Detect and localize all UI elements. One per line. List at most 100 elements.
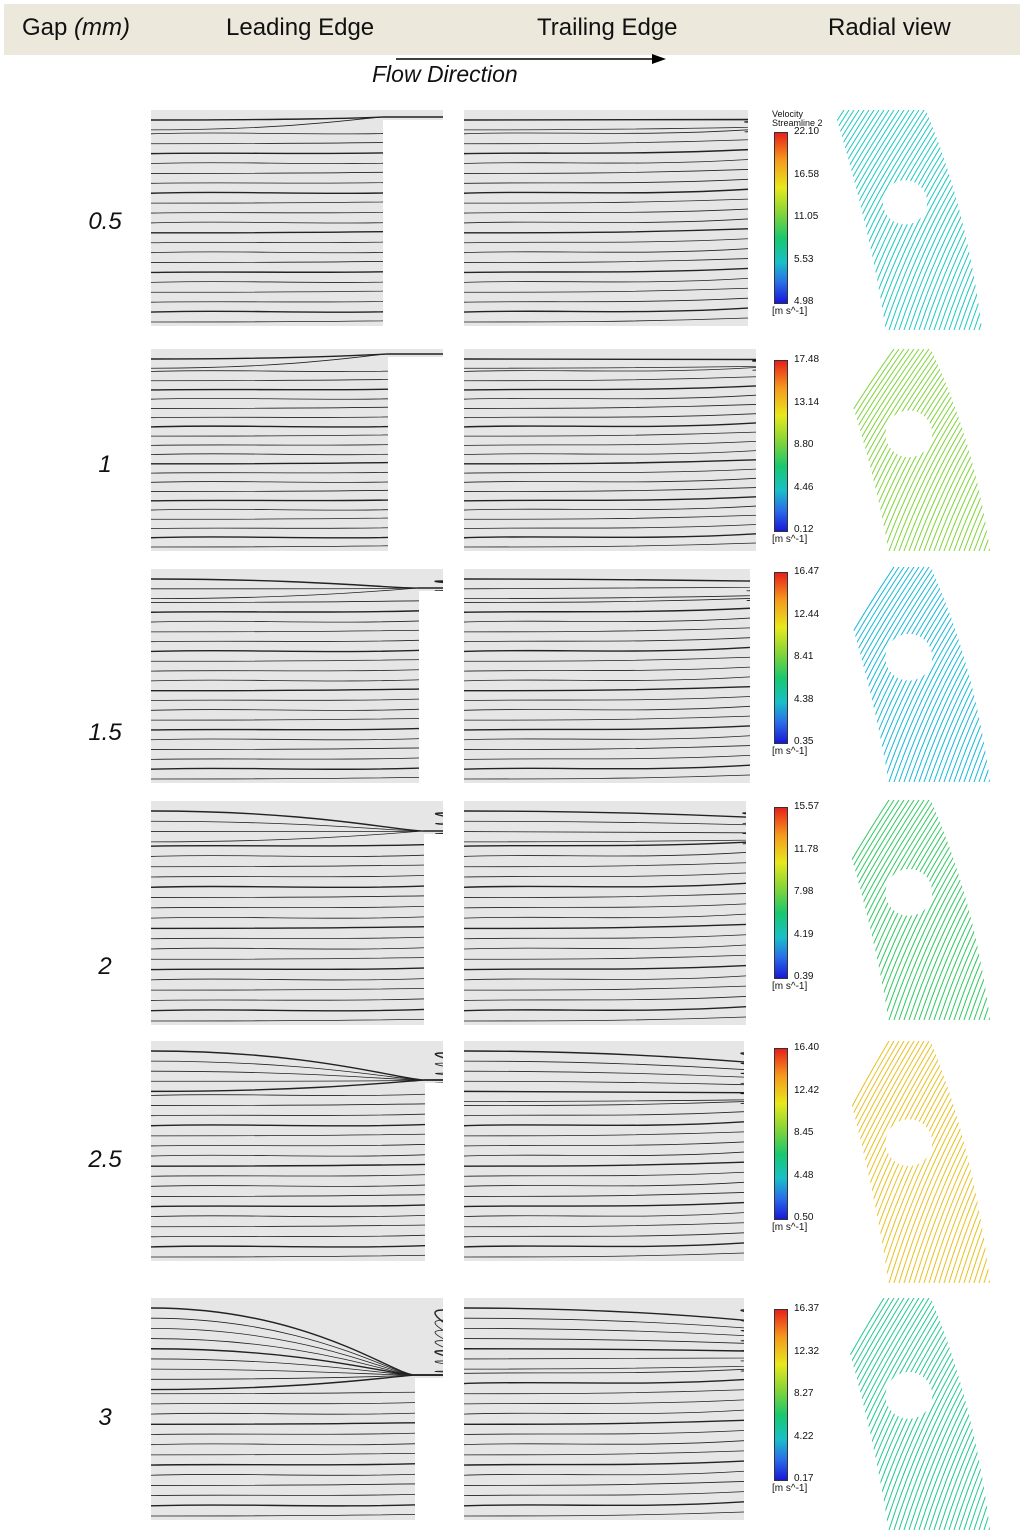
streamline xyxy=(151,1483,443,1486)
colorbar-gradient xyxy=(774,360,788,532)
radial-streamline xyxy=(834,800,879,1020)
radial-streamline xyxy=(958,567,990,782)
streamline xyxy=(464,1440,744,1446)
colorbar-gradient xyxy=(774,132,788,304)
blade-tip xyxy=(424,834,443,1025)
streamline xyxy=(464,1016,746,1022)
radial-streamline xyxy=(963,110,982,330)
streamline xyxy=(464,422,756,428)
streamline xyxy=(151,1421,443,1425)
radial-streamline xyxy=(948,110,982,330)
radial-streamline xyxy=(918,567,990,782)
radial-streamline xyxy=(834,1041,849,1283)
radial-streamline xyxy=(943,1041,990,1283)
streamline xyxy=(464,248,748,254)
streamline xyxy=(151,1513,443,1517)
streamline xyxy=(151,737,443,741)
streamline xyxy=(464,1111,744,1117)
streamline xyxy=(151,776,443,780)
streamline xyxy=(151,1452,443,1456)
streamline xyxy=(464,1460,744,1466)
radial-streamline xyxy=(968,567,990,782)
streamline xyxy=(151,1103,443,1106)
radial-streamline xyxy=(908,567,990,782)
colorbar-tick-label: 8.41 xyxy=(794,651,814,662)
radial-streamline xyxy=(948,1298,990,1530)
radial-streamline xyxy=(834,1298,930,1530)
streamline xyxy=(464,1348,744,1352)
radial-streamline xyxy=(898,800,990,1020)
streamline xyxy=(464,1409,744,1415)
velocity-colorbar: 16.47 12.44 8.41 4.38 0.35 [m s^-1] xyxy=(772,567,832,790)
streamline xyxy=(464,169,748,174)
streamline xyxy=(464,862,746,868)
colorbar-gradient xyxy=(774,1048,788,1220)
streamline xyxy=(151,648,443,653)
streamline xyxy=(464,496,756,502)
streamline xyxy=(464,820,746,826)
radial-streamline xyxy=(834,800,844,1020)
radial-streamline xyxy=(834,1041,895,1283)
streamline xyxy=(151,609,443,613)
streamline xyxy=(464,139,748,145)
radial-streamline xyxy=(834,110,865,330)
streamline xyxy=(464,617,750,623)
colorbar-tick-label: 16.37 xyxy=(794,1303,820,1314)
radial-streamline xyxy=(953,567,990,782)
streamline xyxy=(151,987,443,991)
radial-streamline xyxy=(834,567,869,782)
trailing-edge-streamline-plot xyxy=(464,349,756,551)
streamline xyxy=(151,884,443,889)
colorbar-tick-label: 4.38 xyxy=(794,693,814,705)
radial-streamline xyxy=(943,567,990,782)
gap-column-header: Gap (mm) xyxy=(22,14,130,42)
colorbar-title: Velocity Streamline 2 xyxy=(772,110,823,128)
radial-streamline xyxy=(958,1041,990,1283)
radial-streamline xyxy=(834,110,860,330)
radial-view-plot xyxy=(834,567,990,782)
radial-streamline xyxy=(834,110,850,330)
streamline xyxy=(464,1222,744,1228)
streamline xyxy=(464,524,756,529)
streamline xyxy=(151,678,443,682)
trailing-edge-streamline-plot xyxy=(464,1041,744,1261)
radial-streamline xyxy=(834,349,849,551)
streamline xyxy=(464,238,748,244)
streamline xyxy=(464,656,750,662)
colorbar-tick-label: 0.12 xyxy=(794,524,814,535)
radial-streamline xyxy=(834,349,879,551)
radial-streamline xyxy=(834,800,884,1020)
radial-streamline xyxy=(903,110,982,330)
streamline xyxy=(464,178,748,184)
streamline xyxy=(464,852,746,857)
trailing-edge-header: Trailing Edge xyxy=(537,14,678,41)
streamline xyxy=(464,533,756,539)
radial-streamline xyxy=(834,110,845,330)
cooling-hole xyxy=(882,180,928,225)
radial-streamline xyxy=(908,800,990,1020)
streamline xyxy=(464,1511,744,1517)
colorbar-tick-label: 17.48 xyxy=(794,354,820,365)
streamline xyxy=(464,1192,744,1197)
radial-streamline xyxy=(913,1041,990,1283)
streamline xyxy=(151,915,443,919)
radial-streamline xyxy=(834,349,864,551)
leading-edge-streamline-plot xyxy=(151,1298,443,1520)
velocity-colorbar: 17.48 13.14 8.80 4.46 0.12 [m s^-1] xyxy=(772,354,832,578)
colorbar-tick-label: 0.35 xyxy=(794,736,814,747)
streamline xyxy=(464,505,756,511)
radial-streamline xyxy=(918,800,990,1020)
colorbar-unit: [m s^-1] xyxy=(772,1222,808,1233)
streamline xyxy=(464,1430,744,1435)
radial-streamline xyxy=(963,1298,990,1530)
radial-streamline xyxy=(834,800,890,1020)
radial-streamline xyxy=(933,1041,990,1283)
colorbar-tick-label: 4.48 xyxy=(794,1169,814,1181)
radial-streamline xyxy=(834,567,874,782)
streamline xyxy=(464,367,756,372)
streamline xyxy=(464,1242,744,1248)
streamline xyxy=(464,542,756,548)
streamline xyxy=(151,854,443,857)
streamline xyxy=(464,764,750,770)
radial-streamline xyxy=(834,1041,859,1283)
